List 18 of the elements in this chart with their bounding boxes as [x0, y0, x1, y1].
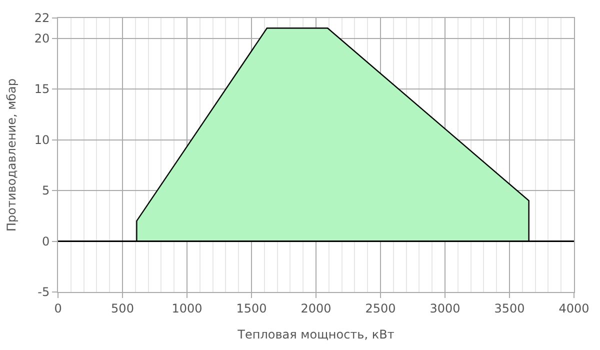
x-tick-label: 4000: [558, 301, 590, 316]
x-tick-label: 3500: [494, 301, 525, 316]
x-tick-label: 1500: [236, 301, 267, 316]
x-tick-label: 1000: [172, 301, 202, 316]
y-tick-label: 20: [34, 32, 50, 46]
x-tick-label: 500: [111, 301, 134, 316]
y-tick-label: 5: [42, 184, 50, 198]
y-tick-label: 15: [34, 82, 50, 96]
x-tick-label: 0: [54, 301, 62, 316]
y-tick-label: 0: [42, 234, 50, 248]
y-tick-label: 10: [34, 132, 50, 147]
y-axis-title: Противодавление, мбар: [4, 78, 19, 232]
y-tick-label: 22: [34, 11, 50, 26]
x-tick-label: 3000: [430, 301, 460, 316]
x-tick-label: 2500: [365, 301, 396, 316]
x-axis-title: Тепловая мощность, кВт: [236, 327, 394, 342]
x-tick-label: 2000: [300, 301, 332, 316]
y-tick-label: -5: [38, 285, 50, 300]
